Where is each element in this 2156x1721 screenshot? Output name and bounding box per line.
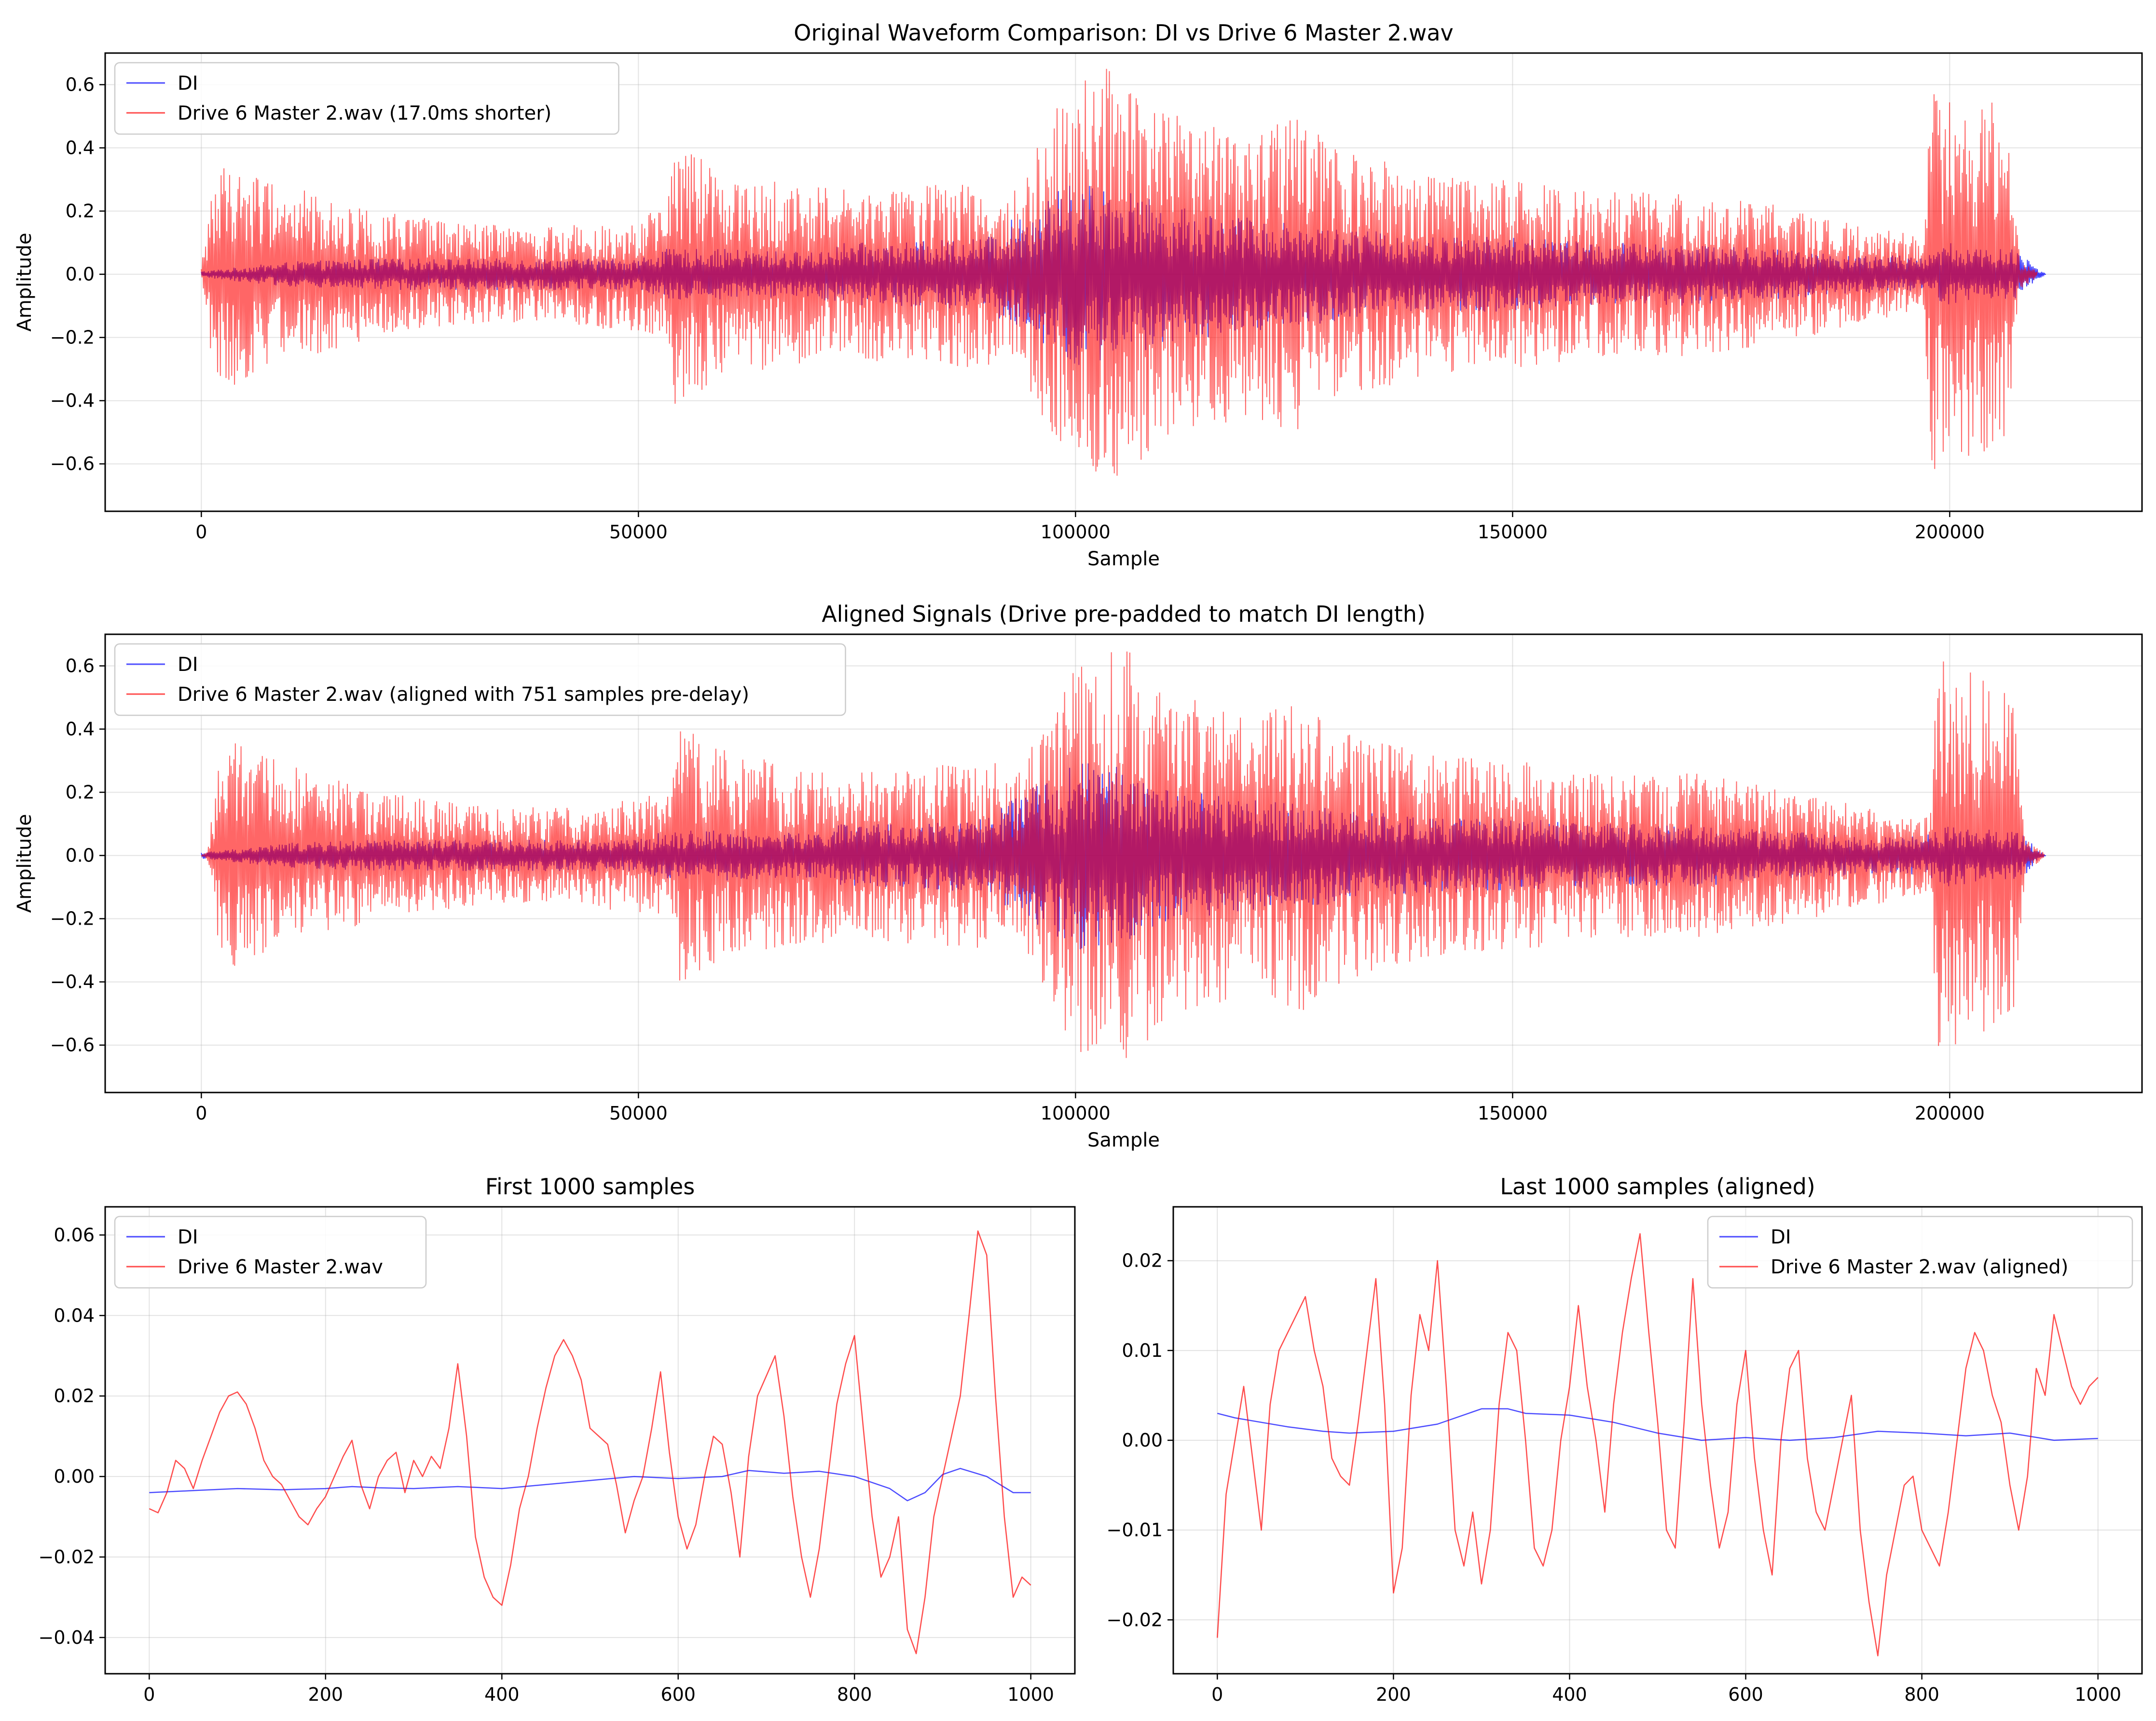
x-tick-label: 1000 (1007, 1684, 1054, 1705)
x-tick-label: 0 (143, 1684, 155, 1705)
y-tick-label: −0.6 (50, 453, 95, 475)
legend-label: DI (178, 1226, 198, 1248)
y-tick-label: −0.04 (39, 1627, 95, 1648)
y-tick-label: 0.00 (54, 1466, 95, 1487)
legend: DI Drive 6 Master 2.wav (114, 1216, 427, 1289)
x-tick-label: 0 (1211, 1684, 1223, 1705)
x-axis-label: Sample (1087, 548, 1160, 570)
x-tick-label: 800 (837, 1684, 872, 1705)
y-tick-label: −0.01 (1107, 1519, 1163, 1541)
legend: DI Drive 6 Master 2.wav (aligned) (1707, 1216, 2133, 1289)
x-tick-label: 200 (308, 1684, 343, 1705)
x-tick-label: 600 (660, 1684, 696, 1705)
series-di-line (149, 1468, 1031, 1502)
x-tick-label: 150000 (1478, 1103, 1548, 1124)
y-tick-label: −0.6 (50, 1035, 95, 1056)
axes-frame (104, 1206, 1076, 1675)
y-axis-label: Amplitude (14, 814, 36, 913)
x-tick-label: 50000 (609, 1103, 668, 1124)
legend-label: Drive 6 Master 2.wav (aligned with 751 s… (178, 683, 749, 706)
y-tick-label: 0.6 (66, 656, 95, 677)
x-tick-label: 600 (1728, 1684, 1763, 1705)
legend-label: Drive 6 Master 2.wav (17.0ms shorter) (178, 102, 551, 124)
x-tick-label: 400 (1552, 1684, 1587, 1705)
chart-title: Original Waveform Comparison: DI vs Driv… (794, 20, 1454, 46)
y-tick-label: −0.4 (50, 971, 95, 993)
legend-label: DI (178, 654, 198, 676)
legend-box (114, 1216, 427, 1289)
x-tick-label: 400 (484, 1684, 520, 1705)
y-tick-label: 0.6 (66, 74, 95, 96)
x-tick-label: 0 (195, 521, 207, 543)
y-tick-label: 0.2 (66, 782, 95, 803)
legend-label: Drive 6 Master 2.wav (178, 1256, 383, 1278)
chart-title: Aligned Signals (Drive pre-padded to mat… (822, 601, 1426, 627)
x-tick-label: 200 (1376, 1684, 1411, 1705)
y-tick-label: 0.02 (54, 1385, 95, 1407)
y-tick-label: 0.4 (66, 137, 95, 159)
y-tick-label: −0.02 (1107, 1609, 1163, 1630)
y-tick-label: −0.02 (39, 1546, 95, 1568)
legend: DI Drive 6 Master 2.wav (17.0ms shorter) (114, 62, 619, 135)
x-tick-label: 150000 (1478, 521, 1548, 543)
x-tick-label: 100000 (1041, 521, 1111, 543)
y-tick-label: 0.0 (66, 845, 95, 866)
y-tick-label: 0.2 (66, 201, 95, 222)
y-tick-label: −0.2 (50, 908, 95, 929)
plot-area (201, 68, 2046, 476)
x-tick-label: 800 (1904, 1684, 1939, 1705)
y-axis-label: Amplitude (14, 233, 36, 332)
chart-panel-1: 0 50000 100000 150000 200000 −0.6 −0.4 −0.2 0.0 0… (14, 20, 2143, 570)
legend-box (1707, 1216, 2133, 1289)
legend-box (114, 62, 619, 135)
legend: DI Drive 6 Master 2.wav (aligned with 751… (114, 643, 846, 716)
x-tick-label: 0 (195, 1103, 207, 1124)
series-drive-line (149, 1230, 1031, 1654)
series-drive-line (201, 651, 2045, 1058)
y-tick-label: 0.4 (66, 719, 95, 740)
legend-label: Drive 6 Master 2.wav (aligned) (1771, 1256, 2068, 1278)
legend-box (114, 643, 846, 716)
x-axis-label: Sample (1087, 1129, 1160, 1151)
chart-title: Last 1000 samples (aligned) (1500, 1174, 1815, 1200)
x-tick-label: 100000 (1041, 1103, 1111, 1124)
chart-panel-4: 0 200 400 600 800 1000 −0.02 −0.01 0.00 0.01 0.02 L… (1107, 1174, 2143, 1705)
y-tick-label: 0.02 (1122, 1250, 1163, 1271)
axes-frame (104, 633, 2143, 1093)
x-tick-label: 200000 (1915, 1103, 1985, 1124)
series-drive-line (201, 68, 2038, 476)
chart-title: First 1000 samples (485, 1174, 695, 1200)
plot-area (201, 651, 2046, 1058)
y-tick-label: 0.01 (1122, 1340, 1163, 1361)
plot-area (1217, 1233, 2099, 1657)
y-tick-label: 0.04 (54, 1305, 95, 1326)
y-tick-label: −0.4 (50, 390, 95, 411)
y-tick-label: −0.2 (50, 327, 95, 348)
series-di-line (1217, 1408, 2098, 1441)
y-tick-label: 0.06 (54, 1224, 95, 1245)
chart-panel-2: 0 50000 100000 150000 200000 −0.6 −0.4 −0.2 0.0 0… (14, 601, 2143, 1151)
x-tick-label: 1000 (2074, 1684, 2121, 1705)
y-tick-label: 0.0 (66, 264, 95, 285)
legend-label: DI (1771, 1226, 1791, 1248)
plot-area (149, 1230, 1031, 1654)
chart-panel-3: 0 200 400 600 800 1000 −0.04 −0.02 0.00 0.02 0.04 0… (39, 1174, 1076, 1705)
axes-frame (104, 52, 2143, 512)
x-tick-label: 50000 (609, 521, 668, 543)
y-tick-label: 0.00 (1122, 1430, 1163, 1451)
legend-label: DI (178, 72, 198, 95)
series-drive-line (1217, 1233, 2099, 1657)
x-tick-label: 200000 (1915, 521, 1985, 543)
